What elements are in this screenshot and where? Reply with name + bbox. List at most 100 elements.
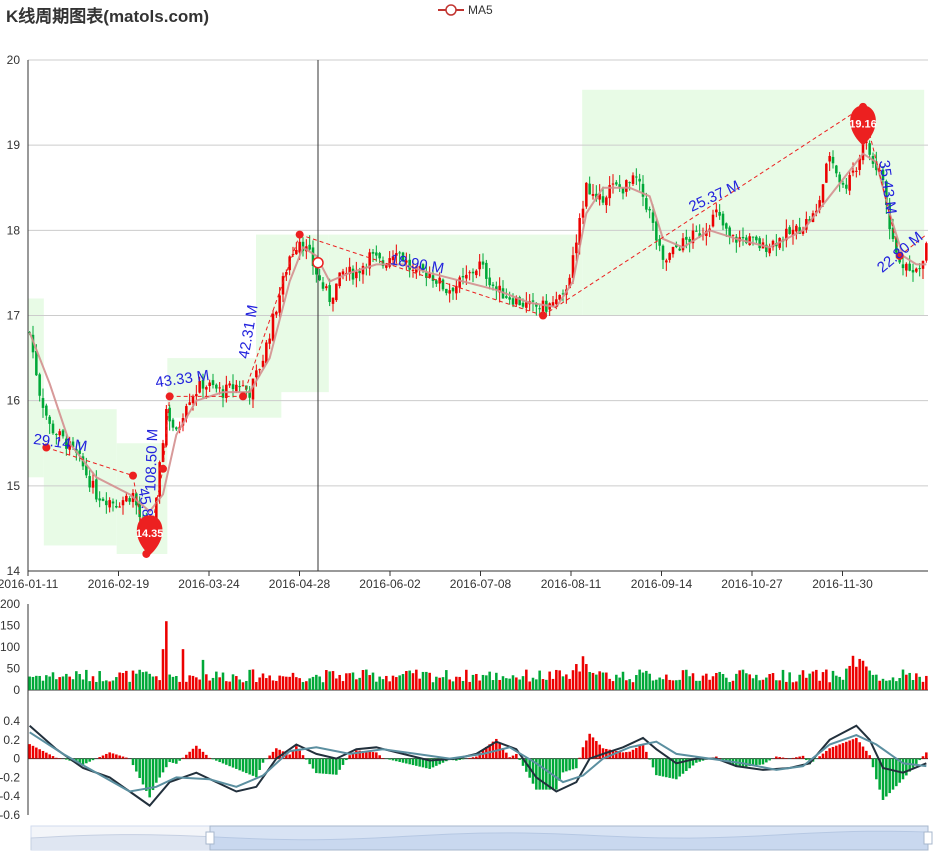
candle-body: [725, 223, 728, 229]
datazoom-handle[interactable]: [923, 831, 933, 845]
macd-histogram-bar: [668, 758, 671, 778]
candle-body: [821, 184, 825, 203]
volume-bar: [181, 649, 185, 690]
volume-bar: [795, 681, 798, 690]
volume-bar: [71, 679, 75, 690]
volume-bar: [901, 669, 905, 690]
candle-body: [678, 248, 681, 251]
macd-histogram-bar: [415, 758, 418, 766]
datazoom-handle[interactable]: [205, 831, 215, 845]
candle-body: [191, 396, 195, 404]
macd-histogram-bar: [765, 758, 768, 763]
candle-body: [421, 264, 425, 271]
volume-bar: [775, 680, 778, 690]
volume-bar: [325, 670, 328, 690]
macd-histogram-bar: [208, 757, 211, 759]
volume-bar: [521, 676, 525, 690]
macd-histogram-bar: [801, 755, 805, 759]
volume-bar: [225, 681, 228, 690]
volume-bar: [111, 680, 115, 690]
candle-body: [558, 295, 561, 300]
macd-histogram-bar: [285, 752, 288, 759]
volume-bar: [721, 674, 725, 690]
volume-bar: [78, 674, 81, 690]
macd-y-tick: 0.4: [3, 714, 20, 728]
macd-histogram-bar: [261, 758, 265, 763]
macd-histogram-bar: [318, 758, 321, 774]
macd-histogram-bar: [541, 758, 545, 790]
candle-body: [368, 252, 371, 269]
macd-histogram-bar: [361, 751, 365, 759]
price-y-tick: 19: [7, 138, 21, 152]
candle-body: [388, 258, 391, 267]
x-tick-label: 2016-01-11: [0, 577, 59, 591]
macd-histogram-bar: [831, 746, 835, 759]
macd-histogram-bar: [518, 758, 521, 760]
volume-bar: [541, 679, 545, 690]
volume-bar: [198, 679, 201, 690]
trend-dash-line: [862, 106, 901, 257]
macd-histogram-bar: [98, 757, 101, 759]
candle-body: [861, 141, 865, 161]
macd-histogram-bar: [291, 750, 295, 759]
volume-bar: [131, 670, 135, 690]
macd-histogram-bar: [838, 744, 841, 759]
macd-histogram-bar: [881, 758, 885, 800]
macd-histogram-bar: [828, 748, 831, 759]
volume-bar: [395, 677, 398, 690]
macd-histogram-bar: [108, 752, 111, 759]
macd-histogram-bar: [821, 753, 825, 759]
candle-body: [338, 272, 341, 287]
macd-histogram-bar: [178, 758, 181, 761]
candle-body: [461, 276, 465, 278]
candle-body: [475, 270, 478, 276]
volume-bar: [891, 677, 895, 690]
volume-bar: [431, 682, 435, 690]
volume-bar: [731, 680, 735, 690]
macd-histogram-bar: [158, 758, 161, 778]
macd-histogram-bar: [661, 758, 665, 777]
volume-bar: [498, 679, 501, 690]
volume-bar: [345, 673, 348, 690]
candle-body: [598, 193, 601, 200]
macd-histogram-bar: [301, 755, 305, 759]
candle-body: [485, 262, 488, 279]
volume-bar: [578, 671, 581, 690]
volume-bar: [588, 671, 591, 690]
volume-bar: [508, 678, 511, 690]
volume-bar: [168, 674, 171, 690]
volume-bar: [921, 681, 925, 690]
macd-histogram-bar: [335, 758, 338, 775]
macd-histogram-bar: [111, 753, 115, 759]
datazoom-selection[interactable]: [209, 825, 929, 851]
crosshair-point: [312, 256, 324, 269]
macd-histogram-bar: [825, 750, 828, 759]
candle-body: [925, 243, 928, 261]
macd-histogram-bar: [251, 758, 255, 776]
macd-histogram-bar: [295, 746, 298, 759]
volume-bar: [611, 681, 615, 690]
candle-body: [375, 252, 378, 256]
macd-histogram-bar: [468, 757, 471, 759]
macd-histogram-bar: [345, 758, 348, 761]
candle-body: [848, 175, 851, 191]
candle-body: [211, 380, 215, 386]
macd-histogram-bar: [195, 745, 198, 759]
candle-body: [905, 263, 908, 271]
candle-body: [638, 178, 641, 182]
candle-body: [641, 183, 645, 197]
macd-histogram-bar: [275, 748, 278, 759]
volume-bar: [61, 676, 65, 690]
macd-histogram-bar: [478, 753, 481, 759]
volume-bar: [235, 676, 238, 690]
volume-bar: [688, 676, 691, 690]
volume-bar: [635, 675, 638, 690]
macd-histogram-bar: [621, 752, 625, 759]
legend[interactable]: MA5: [438, 3, 493, 17]
candle-body: [198, 380, 201, 393]
candle-body: [195, 394, 198, 397]
candle-body: [695, 230, 698, 232]
candle-body: [481, 261, 485, 265]
candle-body: [235, 384, 238, 392]
